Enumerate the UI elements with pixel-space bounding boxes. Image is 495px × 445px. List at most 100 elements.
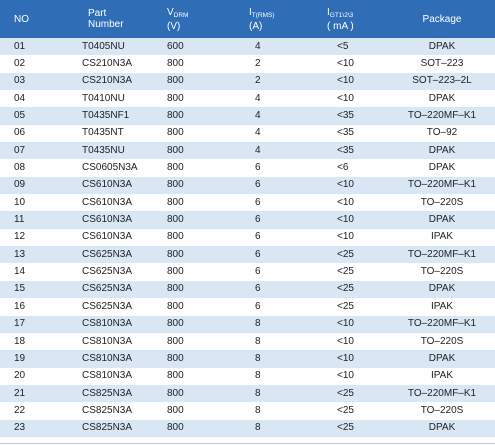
table-row: 21 CS825N3A 800 8 <25 TO–220MF–K1 (0, 384, 495, 403)
cell-it-rms: 6 (255, 266, 261, 278)
cell-no: 18 (14, 335, 26, 347)
cell-igt: <25 (337, 404, 354, 416)
cell-it-rms: 8 (255, 370, 261, 382)
cell-part-number: CS610N3A (82, 214, 133, 226)
cell-package: IPAK (430, 300, 454, 312)
cell-igt: <10 (337, 179, 354, 191)
cell-package: TO–220MF–K1 (407, 318, 477, 330)
cell-package: SOT–223–2L (412, 75, 472, 87)
cell-igt: <6 (337, 162, 349, 174)
cell-vdrm: 800 (167, 214, 184, 226)
cell-vdrm: 800 (167, 318, 184, 330)
cell-part-number: CS610N3A (82, 179, 133, 191)
cell-package: TO–220MF–K1 (407, 248, 477, 260)
cell-igt: <35 (337, 110, 354, 122)
cell-part-number: CS0605N3A (82, 162, 138, 174)
cell-it-rms: 2 (255, 58, 261, 70)
cell-vdrm: 800 (167, 404, 184, 416)
cell-vdrm: 800 (167, 422, 184, 434)
table-row: 19 CS810N3A 800 8 <10 DPAK (0, 350, 495, 368)
cell-part-number: T0405NU (82, 40, 125, 52)
cell-package: IPAK (430, 370, 454, 382)
cell-it-rms: 4 (255, 110, 261, 122)
cell-igt: <25 (337, 248, 354, 260)
cell-part-number: CS625N3A (82, 300, 133, 312)
cell-igt: <10 (337, 214, 354, 226)
cell-vdrm: 800 (167, 58, 184, 70)
cell-package: DPAK (428, 92, 456, 104)
header-vdrm-unit: (V) (167, 20, 181, 32)
cell-package: DPAK (428, 422, 456, 434)
table-row: 23 CS825N3A 800 8 <25 DPAK (0, 419, 495, 437)
cell-package: DPAK (428, 352, 456, 364)
cell-vdrm: 800 (167, 127, 184, 139)
header-it-main: I (249, 6, 252, 18)
cell-package: DPAK (428, 144, 456, 156)
cell-no: 06 (14, 127, 26, 139)
cell-part-number: CS810N3A (82, 370, 133, 382)
cell-package: IPAK (430, 231, 454, 243)
cell-part-number: CS610N3A (82, 231, 133, 243)
cell-no: 11 (14, 214, 25, 226)
cell-igt: <10 (337, 75, 354, 87)
table-row: 09 CS610N3A 800 6 <10 TO–220MF–K1 (0, 176, 495, 195)
header-package: Package (422, 13, 462, 25)
cell-vdrm: 800 (167, 196, 184, 208)
header-it-rms: IT(RMS) (A) (227, 0, 303, 38)
cell-part-number: T0410NU (82, 92, 125, 104)
cell-it-rms: 2 (255, 75, 261, 87)
cell-it-rms: 4 (255, 127, 261, 139)
table-row: 13 CS625N3A 800 6 <25 TO–220MF–K1 (0, 246, 495, 264)
cell-it-rms: 6 (255, 300, 261, 312)
cell-it-rms: 6 (255, 231, 261, 243)
cell-it-rms: 6 (255, 179, 261, 191)
cell-package: TO–220S (420, 266, 464, 278)
cell-vdrm: 800 (167, 300, 184, 312)
cell-igt: <25 (337, 283, 354, 295)
cell-part-number: CS210N3A (82, 75, 133, 87)
header-vdrm-main: V (167, 6, 174, 18)
header-row: NO Part Number VDRM (V) IT(RMS) (A) IGT1… (0, 0, 495, 38)
cell-no: 05 (14, 110, 26, 122)
cell-package: DPAK (428, 40, 456, 52)
cell-igt: <10 (337, 196, 354, 208)
cell-igt: <25 (337, 300, 354, 312)
table-row: 10 CS610N3A 800 6 <10 TO–220S (0, 194, 495, 212)
cell-vdrm: 800 (167, 387, 184, 399)
cell-vdrm: 800 (167, 110, 184, 122)
header-it-unit: (A) (249, 20, 263, 32)
cell-part-number: CS825N3A (82, 387, 133, 399)
table-row: 06 T0435NT 800 4 <35 TO–92 (0, 124, 495, 143)
cell-no: 19 (14, 352, 26, 364)
cell-no: 03 (14, 75, 26, 87)
cell-part-number: T0435NF1 (82, 110, 130, 122)
cell-no: 01 (14, 40, 26, 52)
cell-package: TO–220S (420, 335, 464, 347)
cell-no: 08 (14, 162, 26, 174)
cell-package: TO–92 (426, 127, 458, 139)
cell-it-rms: 4 (255, 40, 261, 52)
cell-igt: <35 (337, 127, 354, 139)
cell-part-number: T0435NT (82, 127, 124, 139)
table-row: 16 CS625N3A 800 6 <25 IPAK (0, 298, 495, 316)
cell-vdrm: 800 (167, 335, 184, 347)
cell-it-rms: 6 (255, 196, 261, 208)
table-row: 11 CS610N3A 800 6 <10 DPAK (0, 211, 495, 229)
cell-it-rms: 8 (255, 387, 261, 399)
cell-igt: <10 (337, 318, 354, 330)
header-part-line2: Number (88, 19, 124, 30)
cell-it-rms: 8 (255, 335, 261, 347)
cell-part-number: CS625N3A (82, 248, 133, 260)
header-it-sub: T(RMS) (251, 11, 275, 19)
table-row: 18 CS810N3A 800 8 <10 TO–220S (0, 332, 495, 351)
header-igt-sub: GT1\2\3 (329, 11, 354, 19)
table-row: 08 CS0605N3A 800 6 <6 DPAK (0, 159, 495, 177)
cell-vdrm: 800 (167, 75, 184, 87)
cell-no: 23 (14, 422, 26, 434)
cell-igt: <25 (337, 387, 354, 399)
cell-vdrm: 800 (167, 370, 184, 382)
table-row: 12 CS610N3A 800 6 <10 IPAK (0, 228, 495, 247)
cell-no: 22 (14, 404, 26, 416)
cell-igt: <25 (337, 266, 354, 278)
header-vdrm-sub: DRM (173, 11, 189, 19)
